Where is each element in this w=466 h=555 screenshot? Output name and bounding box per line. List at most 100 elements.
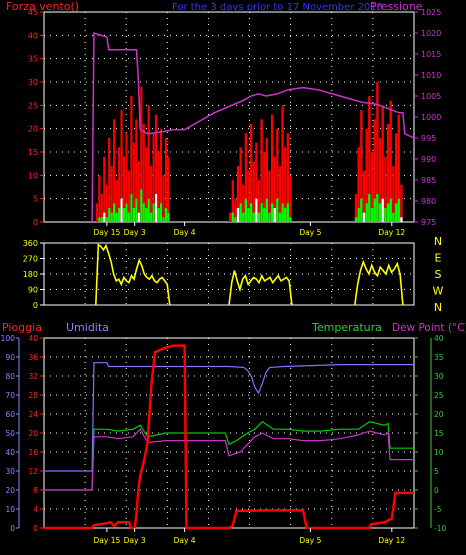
- wind-average-bar: [252, 212, 255, 222]
- wind-average-bar: [244, 198, 248, 222]
- wind-average-bar: [260, 203, 263, 222]
- wind-average-bar: [370, 208, 374, 222]
- wind-gust-bar: [152, 133, 155, 222]
- wind-gust-bar: [394, 133, 398, 222]
- wind-average-bar: [236, 208, 240, 222]
- wind-gust-bar: [397, 114, 400, 222]
- wind-average-bar: [150, 212, 153, 222]
- wind-gust-bar: [239, 147, 242, 222]
- wind-average-bar: [397, 198, 400, 222]
- wind-gust-bar: [98, 175, 101, 222]
- wind-axis-label: Forza vento(): [6, 0, 79, 13]
- wind-gust-bar: [284, 147, 287, 222]
- wind-gust-bar: [115, 180, 118, 222]
- wind-gust-bar: [164, 138, 168, 222]
- climate-x-tick-label: Day 4: [174, 536, 196, 545]
- pressure-axis-tick-label: 1020: [421, 29, 441, 38]
- pressure-axis-tick-label: 995: [421, 134, 436, 143]
- wind-gust-bar: [389, 100, 392, 222]
- wind-average-bar: [365, 203, 368, 222]
- direction-axis-tick-label: 360: [23, 239, 38, 248]
- wind-gust-bar: [249, 124, 253, 222]
- wind-gust-bar: [255, 142, 258, 222]
- wind-average-bar: [378, 203, 382, 222]
- wind-gust-bar: [110, 166, 113, 222]
- wind-gust-bar: [265, 138, 269, 222]
- direction-axis-tick-label: 90: [28, 286, 38, 295]
- wind-gust-bar: [357, 147, 360, 222]
- wind-average-bar: [389, 198, 392, 222]
- pressure-axis-tick-label: 990: [421, 155, 436, 164]
- wind-average-bar: [257, 212, 261, 222]
- wind-gust-bar: [130, 96, 133, 222]
- direction-axis-tick-label: 270: [23, 255, 38, 264]
- wind-gust-bar: [113, 119, 116, 222]
- wind-average-bar: [265, 198, 269, 222]
- direction-axis-tick-label: 0: [33, 301, 38, 310]
- wind-average-bar: [98, 217, 101, 222]
- wind-gust-bar: [137, 161, 140, 222]
- wind-gust-bar: [286, 133, 289, 222]
- pressure-axis-tick-label: 980: [421, 197, 436, 206]
- pressure-axis-tick-label: 975: [421, 218, 436, 227]
- wind-average-bar: [108, 208, 111, 222]
- wind-average-bar: [368, 194, 371, 222]
- wind-average-bar: [247, 208, 250, 222]
- wind-average-bar: [125, 203, 128, 222]
- wind-average-bar: [162, 217, 165, 222]
- wind-average-bar: [357, 208, 360, 222]
- wind-average-bar: [384, 208, 387, 222]
- wind-average-bar: [270, 203, 274, 222]
- wind-gust-bar: [365, 128, 368, 222]
- wind-gust-bar: [242, 184, 245, 222]
- wind-average-bar: [140, 189, 143, 222]
- temperature-axis-tick-label: 15: [434, 429, 444, 438]
- rain-axis-tick-label: 32: [28, 372, 38, 381]
- wind-gust-bar: [236, 166, 240, 222]
- wind-average-bar: [122, 208, 126, 222]
- compass-label: W: [433, 285, 444, 298]
- wind-average-bar: [100, 217, 103, 222]
- wind-average-bar: [135, 198, 138, 222]
- wind-gust-bar: [150, 166, 153, 222]
- humidity-axis-tick-label: 80: [5, 372, 15, 381]
- wind-average-bar: [289, 217, 292, 222]
- pressure-axis-tick-label: 1025: [421, 8, 441, 17]
- wind-average-bar: [278, 212, 282, 222]
- temperature-axis-tick-label: 30: [434, 372, 444, 381]
- rain-axis-label: Pioggia: [2, 321, 42, 334]
- wind-average-bar: [284, 208, 287, 222]
- wind-average-bar: [113, 203, 116, 222]
- wind-average-bar: [386, 203, 390, 222]
- wind-gust-bar: [257, 180, 261, 222]
- wind-axis-tick-label: 45: [28, 8, 38, 17]
- wind-gust-bar: [392, 166, 395, 222]
- rain-axis-tick-label: 24: [28, 410, 38, 419]
- humidity-axis-tick-label: 10: [5, 505, 15, 514]
- wind-gust-bar: [145, 147, 148, 222]
- wind-gust-bar: [103, 156, 106, 222]
- wind-average-bar: [164, 208, 168, 222]
- wind-gust-bar: [162, 175, 165, 222]
- wind-gust-bar: [354, 194, 358, 222]
- pressure-axis-ticks: 975 980 985 990 995 1000 1005 1010 1015 1020 1025: [414, 8, 441, 227]
- pressure-axis-tick-label: 985: [421, 176, 436, 185]
- humidity-axis-ticks: 0 10 20 30 40 50 60 70 80 90 100: [1, 334, 20, 533]
- pressure-axis-tick-label: 1010: [421, 71, 441, 80]
- wind-gust-bar: [386, 124, 390, 222]
- rain-axis-tick-label: 4: [33, 505, 38, 514]
- pressure-axis-tick-label: 1005: [421, 92, 441, 101]
- wind-gust-bar: [125, 133, 128, 222]
- rain-axis-tick-label: 16: [28, 448, 38, 457]
- humidity-axis-tick-label: 30: [5, 467, 15, 476]
- humidity-axis-tick-label: 100: [1, 334, 16, 343]
- wind-x-tick-label: Day 12: [378, 228, 405, 237]
- direction-panel-grid: [44, 243, 414, 305]
- humidity-axis-label: Umidita: [66, 321, 109, 334]
- wind-gust-bar: [281, 105, 284, 222]
- humidity-axis-tick-label: 0: [10, 524, 15, 533]
- direction-axis-tick-label: 180: [23, 270, 38, 279]
- wind-axis-tick-label: 30: [28, 78, 38, 87]
